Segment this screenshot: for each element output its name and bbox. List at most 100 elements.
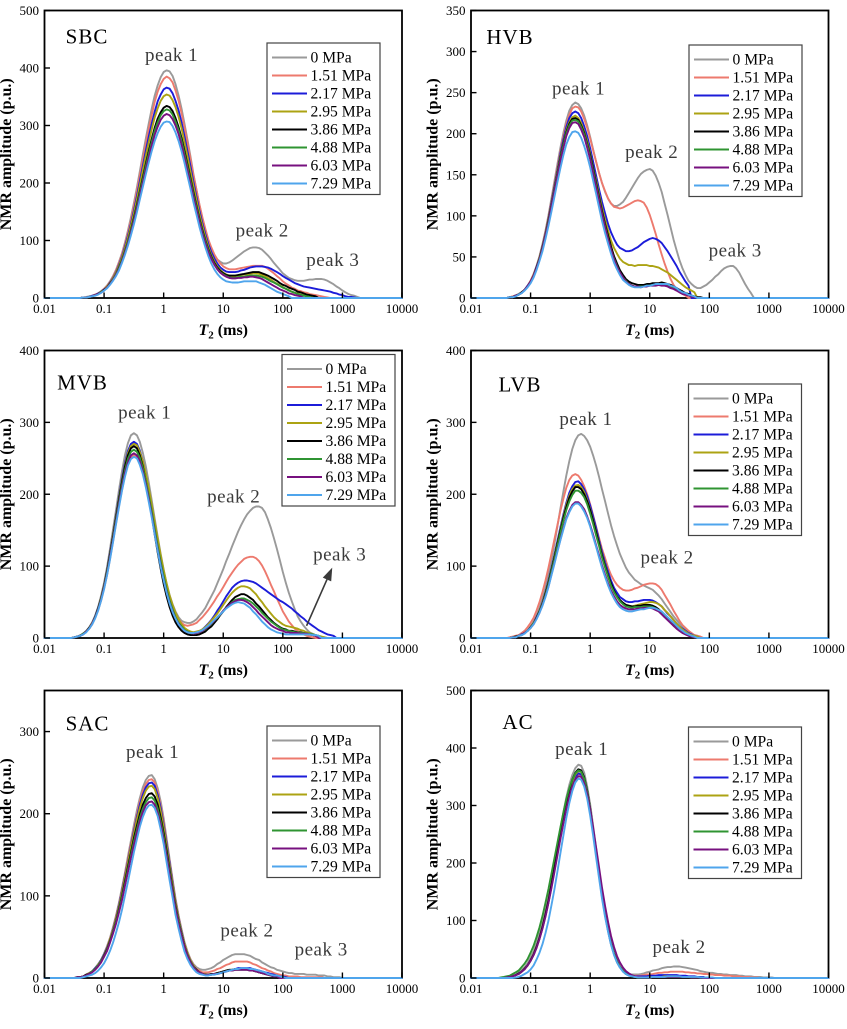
legend-label: 2.17 MPa [326,397,387,414]
legend-label: 6.03 MPa [311,158,372,175]
legend-label: 6.03 MPa [326,469,387,486]
y-tick-label: 500 [446,683,466,698]
legend-label: 2.95 MPa [311,104,372,121]
x-tick-label: 1 [160,641,167,656]
annotation: peak 2 [652,937,705,958]
y-tick-label: 0 [33,631,40,646]
panel-title: LVB [498,373,541,397]
x-tick-label: 1 [160,301,167,316]
y-tick-label: 400 [20,61,40,76]
legend-label: 2.17 MPa [732,770,793,787]
annotation: peak 3 [306,250,359,271]
panel-SBC: 0.01 0.1 1 10 100 1000 10000 0 100 200 300 400 500 T2… [0,3,418,342]
x-tick-label: 10 [217,981,230,996]
y-tick-label: 0 [459,971,466,986]
legend-label: 1.51 MPa [326,379,387,396]
x-tick-label: 0.1 [522,981,538,996]
y-tick-label: 100 [20,233,40,248]
panel-AC: 0.01 0.1 1 10 100 1000 10000 0 100 200 300 400 500 T2… [425,683,845,1022]
annotation: peak 2 [207,486,260,507]
legend-label: 0 MPa [733,52,774,69]
y-tick-label: 200 [446,126,466,141]
y-tick-label: 200 [20,806,40,821]
legend-box [688,44,803,198]
y-tick-label: 400 [446,343,466,358]
legend-box [687,383,803,537]
legend-label: 2.95 MPa [326,415,387,432]
legend-box [266,725,381,879]
annotation: peak 1 [126,742,179,763]
x-tick-label: 100 [700,641,720,656]
legend-label: 3.86 MPa [733,124,794,141]
legend-label: 1.51 MPa [311,751,372,768]
legend-label: 2.17 MPa [311,86,372,103]
ticks: 0.01 0.1 1 10 100 1000 10000 0 50 100 150 200 250 300… [446,3,845,316]
panel-title: SBC [66,25,109,49]
legend-label: 7.29 MPa [311,859,372,876]
legend-label: 4.88 MPa [311,823,372,840]
legend-label: 1.51 MPa [732,752,793,769]
y-axis-label: NMR amplitude (p.u.) [425,78,442,230]
legend-label: 3.86 MPa [326,433,387,450]
x-tick-label: 100 [273,641,293,656]
annotation-arrow [305,579,328,627]
legend-label: 7.29 MPa [732,860,793,877]
y-tick-label: 200 [20,487,40,502]
annotation: peak 3 [295,939,348,960]
annotation: peak 1 [145,45,198,66]
y-tick-label: 100 [446,208,466,223]
x-tick-label: 0.01 [33,981,56,996]
legend-label: 2.95 MPa [732,788,793,805]
annotation: peak 2 [236,221,289,242]
x-tick-label: 10 [643,981,656,996]
y-tick-label: 300 [446,415,466,430]
y-tick-label: 100 [446,559,466,574]
x-tick-label: 0.01 [460,641,483,656]
legend-box [266,42,381,196]
y-tick-label: 400 [20,343,40,358]
x-axis-label: T2 (ms) [625,662,675,682]
y-axis-label: NMR amplitude (p.u.) [425,418,442,570]
x-tick-label: 0.1 [96,301,112,316]
ticks: 0.01 0.1 1 10 100 1000 10000 0 100 200 300 400 500 [446,683,845,996]
annotation: peak 3 [313,545,366,566]
x-tick-label: 0.01 [33,641,56,656]
legend-label: 6.03 MPa [732,842,793,859]
x-tick-label: 10 [643,301,656,316]
panel-LVB: 0.01 0.1 1 10 100 1000 10000 0 100 200 300 400 T2 (m… [425,343,845,682]
annotation: peak 3 [709,240,762,261]
y-tick-label: 100 [20,559,40,574]
legend-label: 2.17 MPa [311,769,372,786]
legend-label: 6.03 MPa [311,841,372,858]
annotation-arrowhead [322,567,333,582]
x-tick-label: 10000 [386,641,419,656]
x-tick-label: 100 [273,301,293,316]
legend-label: 3.86 MPa [311,122,372,139]
legend-label: 3.86 MPa [732,463,793,480]
x-tick-label: 1000 [329,301,355,316]
x-tick-label: 0.1 [522,641,538,656]
legend-label: 1.51 MPa [733,70,794,87]
annotation: peak 2 [625,142,678,163]
ticks: 0.01 0.1 1 10 100 1000 10000 0 100 200 300 [20,724,419,996]
x-tick-label: 10 [217,301,230,316]
y-tick-label: 350 [446,3,466,18]
panel-SAC: 0.01 0.1 1 10 100 1000 10000 0 100 200 300 T2 (ms) N… [0,689,419,1022]
legend-label: 7.29 MPa [733,178,794,195]
x-tick-label: 0.01 [33,301,56,316]
y-axis-label: NMR amplitude (p.u.) [0,758,15,910]
y-tick-label: 300 [20,118,40,133]
panel-title: MVB [57,371,108,395]
y-tick-label: 100 [20,888,40,903]
x-tick-label: 0.1 [522,301,538,316]
x-axis-label: T2 (ms) [199,322,249,342]
x-tick-label: 1000 [329,981,355,996]
x-tick-label: 10 [643,641,656,656]
x-tick-label: 10000 [386,981,419,996]
panel-title: SAC [66,712,110,736]
y-tick-label: 200 [446,856,466,871]
legend-label: 2.17 MPa [733,88,794,105]
x-tick-label: 10 [217,641,230,656]
